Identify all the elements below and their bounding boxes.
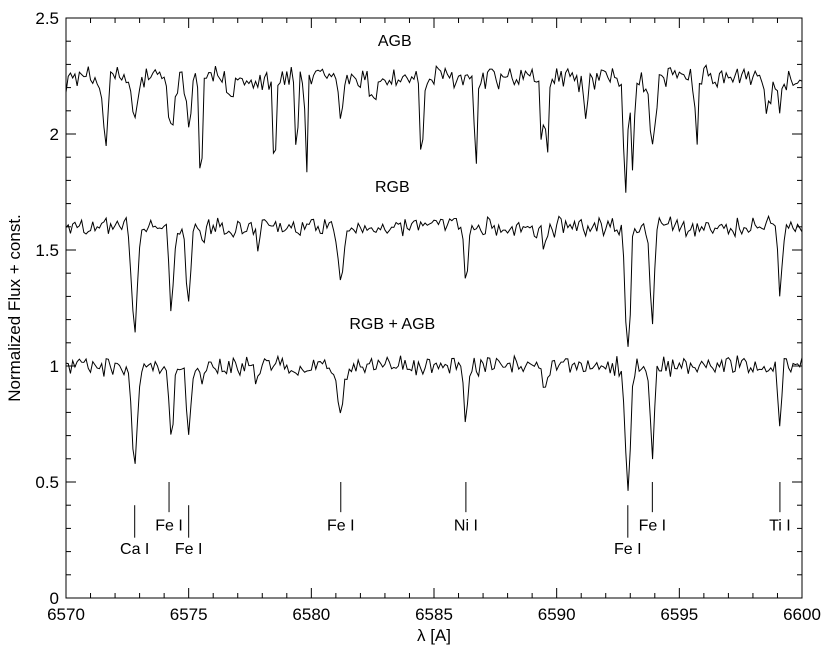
series-lines (65, 64, 803, 491)
y-tick-label: 2 (50, 125, 59, 144)
x-tick-label: 6595 (660, 605, 698, 624)
line-id-label: Ni I (454, 518, 478, 535)
line-id-label: Fe I (614, 541, 642, 558)
line-id-label: Fe I (639, 518, 667, 535)
x-tick-label: 6590 (538, 605, 576, 624)
plot-frame (65, 17, 803, 599)
series-line-rgb-agb (65, 354, 803, 491)
series-label: AGB (378, 33, 412, 50)
x-tick-label: 6575 (170, 605, 208, 624)
series-label: RGB (375, 179, 410, 196)
y-tick-label: 1 (50, 357, 59, 376)
series-line-rgb (65, 214, 803, 347)
series-line-agb (65, 64, 803, 193)
series-label: RGB + AGB (349, 316, 435, 333)
series-labels: AGB RGB RGB + AGB (349, 33, 435, 333)
line-id-label: Ti I (769, 518, 791, 535)
line-id-label: Ca I (120, 541, 149, 558)
line-id-label: Fe I (175, 541, 203, 558)
y-tick-label: 2.5 (35, 9, 59, 28)
y-tick-label: 0.5 (35, 473, 59, 492)
line-id-label: Fe I (327, 518, 355, 535)
x-tick-label: 6570 (47, 605, 85, 624)
y-axis-title: Normalized Flux + const. (5, 214, 24, 402)
x-tick-label: 6585 (415, 605, 453, 624)
line-identifications: Ca I Fe I Fe I Fe I Ni I Fe I Fe I Ti I (120, 482, 791, 558)
axis-ticks: 6570 6575 6580 6585 6590 6595 6600 0 0.5 1 1.5 2 2.5 (35, 9, 821, 624)
x-axis-title: λ [A] (417, 626, 451, 645)
x-tick-label: 6580 (292, 605, 330, 624)
y-tick-label: 1.5 (35, 241, 59, 260)
x-tick-label: 6600 (783, 605, 821, 624)
y-tick-label: 0 (50, 589, 59, 608)
line-id-label: Fe I (155, 518, 183, 535)
